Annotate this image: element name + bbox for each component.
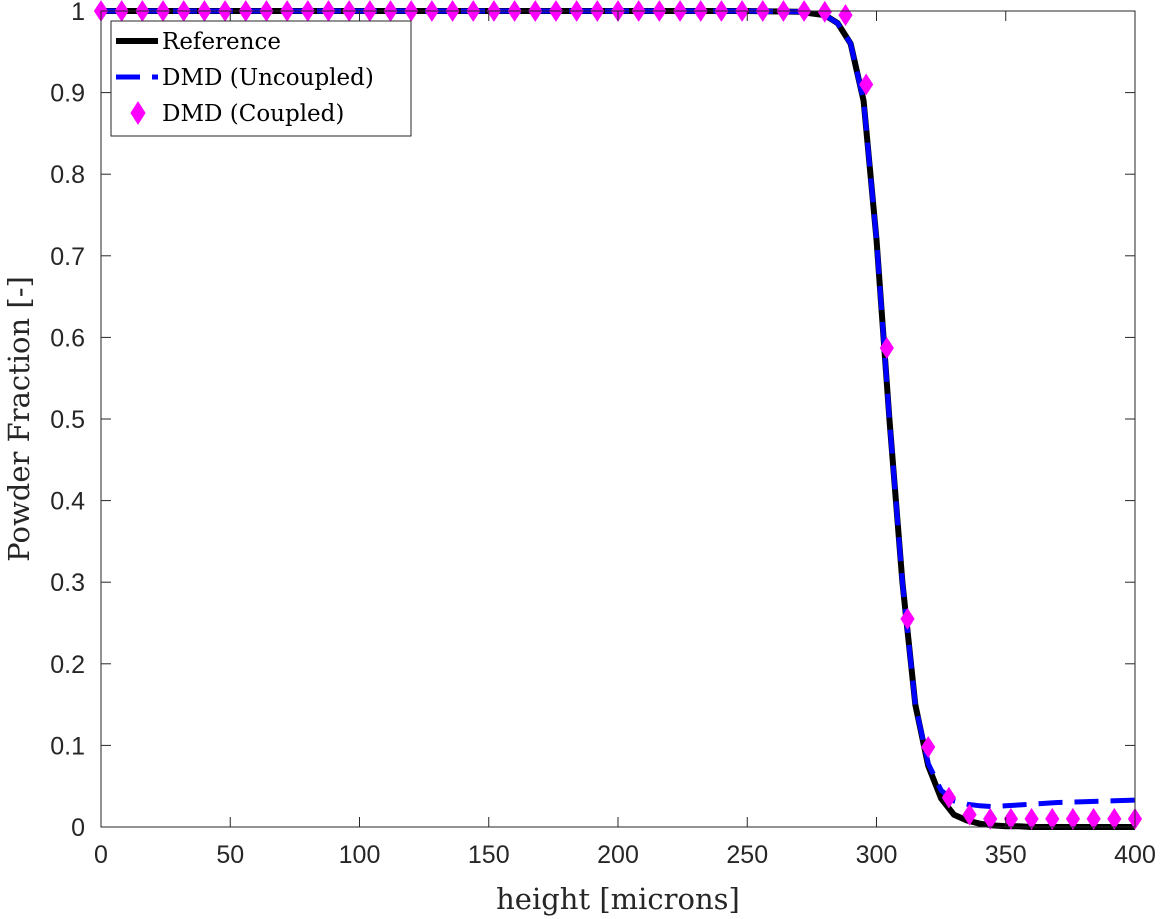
- data-point: [941, 786, 956, 809]
- data-point: [1024, 807, 1039, 830]
- x-tick-label: 100: [339, 841, 381, 869]
- legend-label: DMD (Coupled): [162, 101, 344, 127]
- x-tick-label: 50: [216, 841, 244, 869]
- legend-label: Reference: [162, 29, 281, 55]
- y-tick-label: 0.6: [50, 324, 85, 352]
- y-tick-label: 0: [71, 814, 85, 842]
- data-point: [1003, 807, 1019, 830]
- y-tick-label: 0.9: [50, 80, 85, 108]
- y-tick-label: 0.3: [50, 569, 85, 597]
- y-tick-label: 0.2: [50, 651, 85, 679]
- y-tick-label: 0.8: [50, 161, 85, 189]
- y-tick-label: 0.1: [50, 732, 85, 760]
- x-axis-label: height [microns]: [496, 882, 740, 916]
- y-tick-label: 1: [71, 0, 85, 26]
- legend: Reference DMD (Uncoupled) DMD (Coupled): [110, 20, 412, 137]
- x-tick-label: 200: [597, 841, 639, 869]
- y-axis-label: Powder Fraction [-]: [2, 276, 36, 562]
- data-point: [983, 807, 998, 830]
- data-point: [1107, 807, 1122, 830]
- data-point: [1086, 807, 1101, 830]
- data-point: [921, 736, 936, 758]
- data-point: [859, 73, 874, 96]
- y-tick-label: 0.4: [50, 488, 85, 516]
- axis-ticks: 0 50 100 150 200 250 300 350 400 0 0.1 0.2 0.3 0.4 0.5…: [50, 0, 1156, 869]
- y-tick-label: 0.5: [50, 406, 85, 434]
- x-tick-label: 300: [856, 841, 898, 869]
- x-tick-label: 400: [1114, 841, 1156, 869]
- x-tick-label: 250: [726, 841, 768, 869]
- x-tick-label: 150: [468, 841, 510, 869]
- data-point: [817, 0, 832, 23]
- x-tick-label: 0: [94, 841, 108, 869]
- data-point: [879, 337, 894, 359]
- x-tick-label: 350: [985, 841, 1027, 869]
- data-point: [962, 803, 977, 826]
- legend-marker: [130, 101, 146, 125]
- data-point: [1045, 807, 1060, 830]
- y-tick-label: 0.7: [50, 243, 85, 271]
- data-point: [900, 608, 915, 630]
- legend-label: DMD (Uncoupled): [162, 65, 374, 91]
- data-point: [1065, 807, 1081, 830]
- legend-box: [110, 20, 412, 137]
- data-point: [838, 4, 853, 26]
